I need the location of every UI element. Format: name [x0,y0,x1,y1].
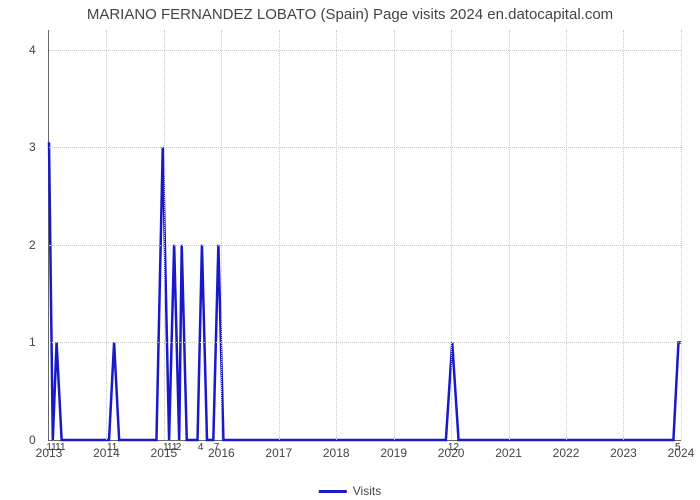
minor-x-label: 5 [675,442,681,453]
y-tick-label: 4 [29,43,36,57]
y-tick-label: 3 [29,140,36,154]
grid-line-v [451,30,452,440]
grid-line-h [49,245,681,246]
minor-x-label: 11 [107,442,117,453]
chart-title: MARIANO FERNANDEZ LOBATO (Spain) Page vi… [0,0,700,23]
chart-container: MARIANO FERNANDEZ LOBATO (Spain) Page vi… [0,0,700,500]
x-tick-label: 2017 [265,446,292,460]
minor-x-label: 11 [55,442,65,453]
y-tick-label: 0 [29,433,36,447]
x-tick-label: 2023 [610,446,637,460]
legend-label: Visits [353,484,381,498]
legend: Visits [319,484,381,498]
grid-line-v [336,30,337,440]
minor-x-label: 4 [198,442,204,453]
grid-line-v [394,30,395,440]
grid-line-v [279,30,280,440]
grid-line-h [49,147,681,148]
grid-line-v [566,30,567,440]
x-tick-label: 2022 [553,446,580,460]
line-series [49,30,681,440]
minor-x-label: 7 [214,442,220,453]
minor-x-label: 2 [176,442,182,453]
grid-line-v [221,30,222,440]
grid-line-h [49,342,681,343]
grid-line-v [681,30,682,440]
x-tick-label: 2021 [495,446,522,460]
grid-line-v [164,30,165,440]
x-tick-label: 2019 [380,446,407,460]
grid-line-v [509,30,510,440]
x-tick-label: 2018 [323,446,350,460]
y-tick-label: 1 [29,335,36,349]
grid-line-v [106,30,107,440]
minor-x-label: 12 [448,442,459,453]
grid-line-h [49,50,681,51]
y-tick-label: 2 [29,238,36,252]
grid-line-v [623,30,624,440]
plot-area: 0123420132014201520162017201820192020202… [48,30,681,441]
legend-swatch [319,490,347,493]
x-tick-label: 2016 [208,446,235,460]
